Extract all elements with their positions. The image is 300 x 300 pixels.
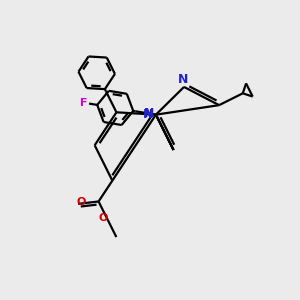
Text: N: N: [178, 73, 188, 86]
Text: N: N: [143, 108, 154, 121]
Text: N: N: [143, 107, 154, 120]
Text: O: O: [99, 213, 108, 224]
Text: O: O: [77, 197, 86, 207]
Text: F: F: [80, 98, 88, 108]
